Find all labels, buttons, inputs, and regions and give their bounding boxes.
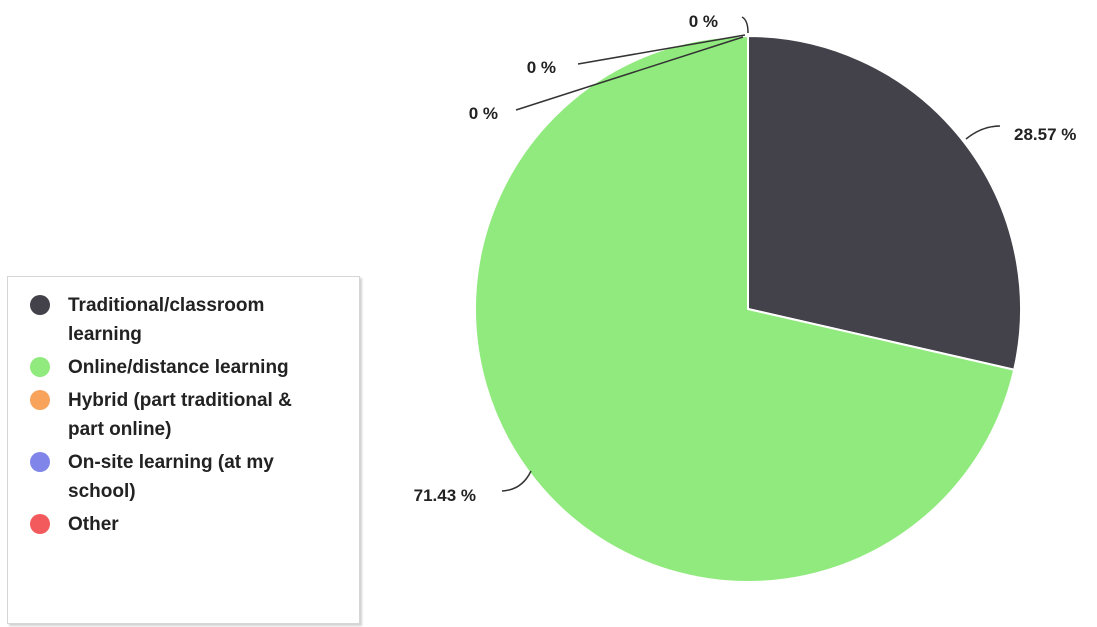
legend-item-traditional[interactable]: Traditional/classroom learning bbox=[30, 291, 349, 349]
legend-marker-onsite bbox=[30, 452, 50, 472]
data-label-traditional: 28.57 % bbox=[1014, 125, 1076, 144]
connector-other bbox=[515, 36, 744, 111]
legend-item-hybrid[interactable]: Hybrid (part traditional & part online) bbox=[30, 386, 349, 444]
legend-label-other: Other bbox=[68, 514, 119, 535]
legend-item-onsite[interactable]: On-site learning (at my school) bbox=[30, 448, 349, 506]
connector-traditional bbox=[965, 125, 1001, 140]
legend-label-traditional: Traditional/classroom learning bbox=[68, 295, 265, 345]
pie-slice-online[interactable] bbox=[474, 35, 1016, 583]
connector-online bbox=[501, 470, 532, 492]
label-connectors bbox=[501, 16, 1001, 492]
legend-label-hybrid: Hybrid (part traditional & part online) bbox=[68, 390, 292, 440]
legend-item-online[interactable]: Online/distance learning bbox=[30, 353, 349, 382]
data-label-hybrid: 0 % bbox=[689, 12, 718, 31]
connector-hybrid bbox=[741, 16, 749, 34]
data-label-online: 71.43 % bbox=[414, 486, 476, 505]
legend-item-other[interactable]: Other bbox=[30, 510, 349, 539]
connector-onsite bbox=[577, 34, 746, 65]
legend-label-onsite: On-site learning (at my school) bbox=[68, 452, 274, 502]
legend-marker-hybrid bbox=[30, 390, 50, 410]
legend-marker-traditional bbox=[30, 295, 50, 315]
legend-marker-online bbox=[30, 357, 50, 377]
legend: Traditional/classroom learning Online/di… bbox=[7, 276, 360, 624]
legend-label-online: Online/distance learning bbox=[68, 357, 289, 378]
data-labels: 28.57 % 71.43 % 0 % 0 % 0 % bbox=[414, 12, 1077, 505]
data-label-onsite: 0 % bbox=[527, 58, 556, 77]
pie-slice-traditional[interactable] bbox=[747, 35, 1022, 371]
pie-slices bbox=[474, 35, 1022, 583]
legend-marker-other bbox=[30, 514, 50, 534]
data-label-other: 0 % bbox=[469, 104, 498, 123]
